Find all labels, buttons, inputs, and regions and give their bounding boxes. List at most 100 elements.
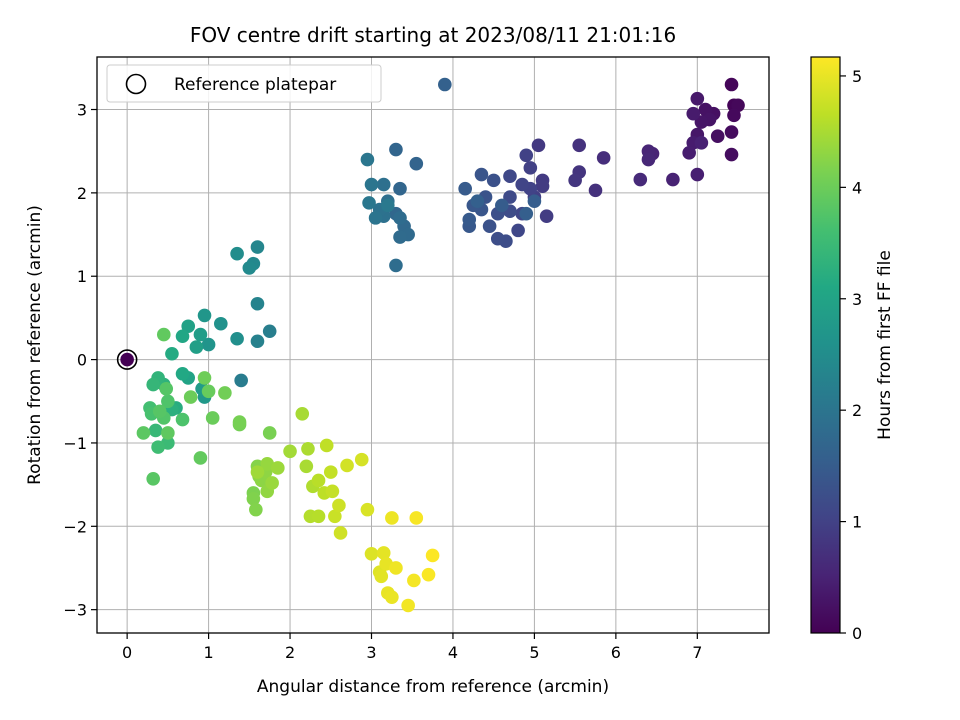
data-point <box>232 415 247 429</box>
data-point <box>161 426 175 440</box>
data-point <box>189 340 204 354</box>
data-point <box>393 211 407 225</box>
data-points <box>120 77 745 613</box>
data-point <box>299 459 314 474</box>
x-axis-label: Angular distance from reference (arcmin) <box>257 677 609 697</box>
data-point <box>136 426 151 440</box>
data-point <box>519 206 534 221</box>
data-point <box>197 371 212 385</box>
data-point <box>511 223 525 238</box>
data-point <box>175 412 190 427</box>
colorbar-tick-label: 5 <box>852 67 862 86</box>
data-point <box>409 156 424 171</box>
data-point <box>165 346 179 361</box>
data-point <box>393 230 407 244</box>
data-point <box>523 161 538 175</box>
x-tick-label: 7 <box>692 643 702 662</box>
data-point <box>531 138 546 153</box>
data-point <box>588 183 603 198</box>
data-point <box>686 106 701 121</box>
data-point <box>325 484 340 499</box>
data-point <box>360 152 375 167</box>
y-axis-ticks: −3 −2 −1 0 1 2 3 <box>63 101 97 620</box>
data-point <box>393 181 407 196</box>
data-point <box>421 567 436 582</box>
data-point <box>364 547 379 561</box>
data-point <box>265 476 279 490</box>
colorbar-gradient <box>810 56 841 634</box>
legend-box <box>106 64 382 103</box>
data-point <box>151 440 165 454</box>
data-point <box>311 509 326 524</box>
data-point <box>250 296 265 311</box>
data-point <box>250 240 265 254</box>
data-point <box>503 190 517 204</box>
data-point <box>596 151 611 165</box>
data-point <box>201 337 216 352</box>
data-point <box>727 108 741 123</box>
data-point <box>301 441 315 456</box>
data-point <box>724 147 739 162</box>
colorbar: 0 1 2 3 4 5 Hours from first FF file <box>810 56 895 643</box>
data-point <box>193 451 208 465</box>
data-point <box>425 548 440 563</box>
data-point <box>374 569 389 584</box>
legend-label: Reference platepar <box>174 75 336 95</box>
data-point <box>482 219 497 234</box>
data-point <box>201 384 216 399</box>
data-point <box>368 211 383 225</box>
data-point <box>230 331 244 346</box>
data-point <box>666 172 680 187</box>
data-point <box>407 573 421 588</box>
data-point <box>354 452 369 467</box>
colorbar-label: Hours from first FF file <box>875 250 895 440</box>
data-point <box>234 373 248 388</box>
y-tick-label: −1 <box>63 434 87 453</box>
data-point <box>633 172 648 187</box>
data-point <box>495 198 509 213</box>
data-point <box>385 590 399 604</box>
data-point <box>724 125 739 139</box>
data-point <box>438 77 452 92</box>
plot-area: 0 1 2 3 4 5 6 7 −3 −2 −1 0 1 2 3 <box>63 56 770 662</box>
data-point <box>340 458 354 473</box>
data-point <box>246 491 261 506</box>
data-point <box>389 258 403 273</box>
colorbar-tick-label: 0 <box>852 624 862 643</box>
data-point <box>156 327 171 342</box>
data-point <box>283 444 297 459</box>
colorbar-ticks: 0 1 2 3 4 5 <box>840 67 862 643</box>
plot-frame <box>96 56 770 634</box>
data-point <box>205 411 220 425</box>
y-tick-label: 2 <box>77 184 87 203</box>
legend: Reference platepar <box>106 64 382 103</box>
data-point <box>161 394 175 409</box>
grid-lines <box>97 57 769 633</box>
data-point <box>376 177 391 192</box>
data-point <box>295 406 310 421</box>
data-point <box>323 465 338 479</box>
colorbar-tick-label: 2 <box>852 401 862 420</box>
y-tick-label: −2 <box>63 517 87 536</box>
data-point <box>682 146 696 160</box>
data-point <box>262 426 277 440</box>
data-point <box>362 196 376 210</box>
data-point <box>694 115 709 129</box>
data-point <box>197 308 212 323</box>
data-point <box>690 91 705 106</box>
data-point <box>218 386 232 400</box>
data-point <box>152 404 167 419</box>
data-point <box>242 261 257 275</box>
data-point <box>490 231 505 246</box>
colorbar-tick-label: 1 <box>852 513 862 532</box>
data-point <box>193 327 208 342</box>
data-point <box>724 77 739 92</box>
data-point <box>470 194 485 209</box>
data-point <box>572 138 587 153</box>
data-point <box>159 381 174 396</box>
data-point <box>389 561 403 575</box>
x-tick-label: 4 <box>448 643 458 662</box>
data-point <box>175 366 190 381</box>
data-point <box>360 502 375 517</box>
